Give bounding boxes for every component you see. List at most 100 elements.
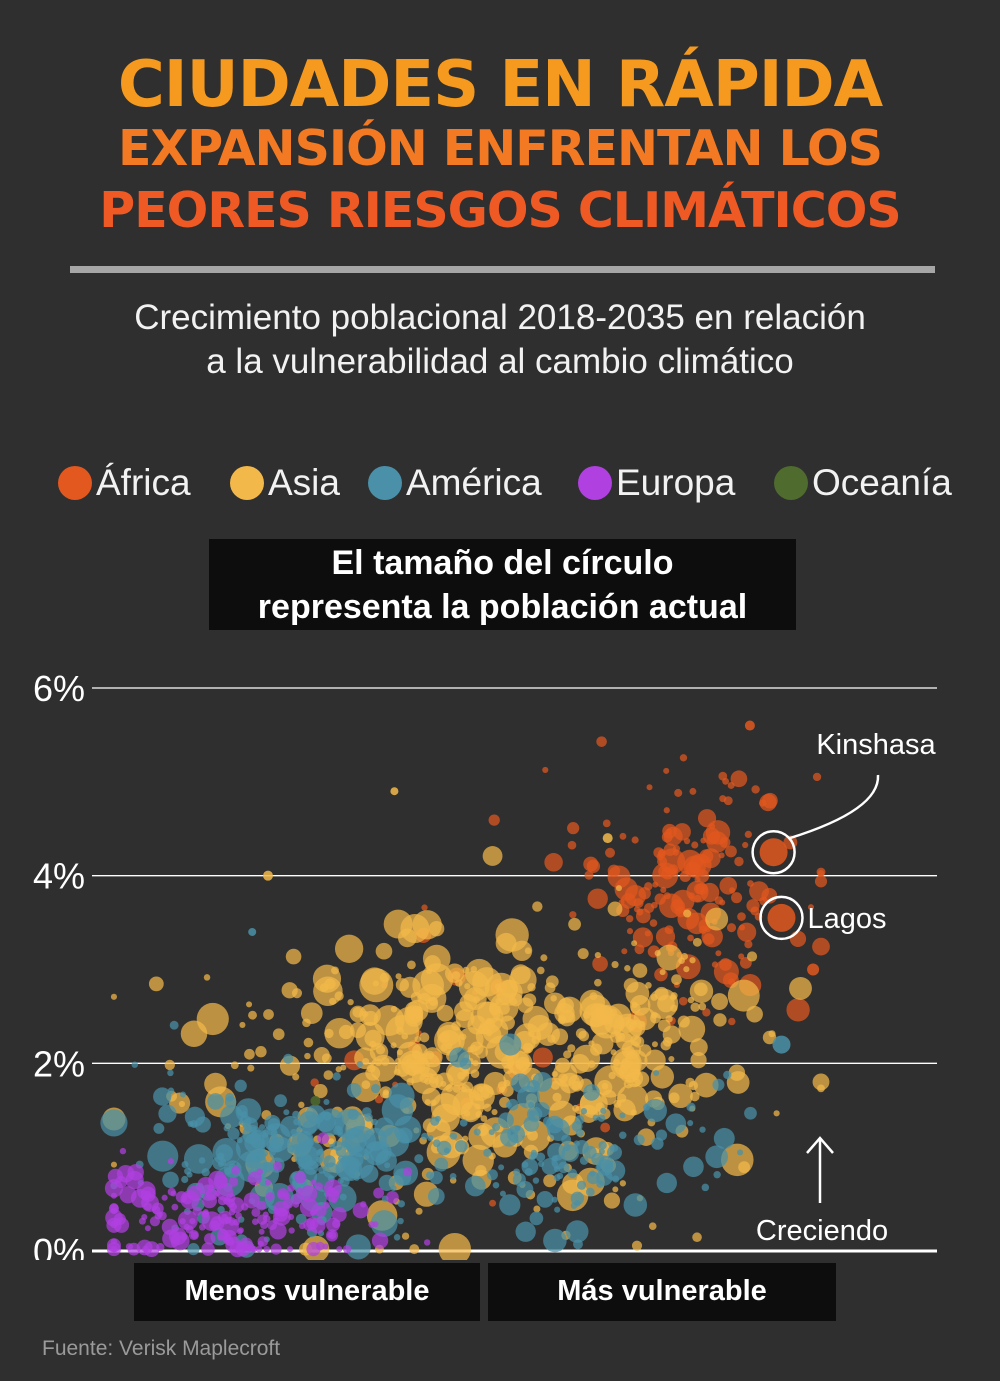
point-europa [373,1187,385,1199]
point-africa [702,1008,711,1017]
point-asia [746,951,758,962]
point-asia [631,1240,643,1251]
point-asia [692,1232,702,1243]
point-europa [161,1218,178,1235]
point-asia [713,1013,727,1027]
subtitle-line-2: a la vulnerabilidad al cambio climático [206,342,794,381]
point-asia [469,1041,484,1056]
point-asia [671,974,682,985]
legend-label-asia: Asia [268,462,340,503]
point-america [527,1079,540,1093]
point-africa [567,822,580,835]
point-america [712,1078,725,1091]
point-asia [410,991,422,1003]
point-africa [592,955,608,972]
point-america [397,1200,405,1208]
point-africa [759,799,767,807]
point-asia [323,1070,334,1080]
point-asia [665,1015,673,1023]
point-america [181,1175,189,1184]
point-asia [164,1059,175,1071]
point-asia [683,966,690,973]
point-europa [201,1242,215,1256]
point-africa [310,1078,319,1087]
point-america [699,1126,706,1133]
point-africa [688,892,696,899]
point-asia [497,1002,510,1015]
point-america [371,1118,378,1126]
point-europa [255,1245,263,1253]
point-america [529,1211,544,1226]
point-europa [292,1193,304,1204]
point-america [347,1151,364,1168]
point-asia [409,1244,420,1255]
point-asia [500,1015,515,1030]
point-asia [668,1056,675,1063]
point-america [499,1033,522,1056]
point-america [623,1193,648,1217]
size-note-line-2: representa la población actual [257,588,748,626]
point-asia [662,1037,673,1047]
point-africa [663,807,670,814]
point-europa [144,1225,151,1232]
point-europa [167,1158,175,1165]
point-america [459,1118,468,1127]
point-africa [714,896,724,905]
point-america [283,1109,290,1116]
point-africa [679,754,688,762]
point-america [536,1152,546,1162]
point-america [153,1087,172,1106]
point-africa [685,861,700,876]
lagos-label: Lagos [808,903,887,935]
point-america [339,1176,350,1187]
point-asia [510,964,531,985]
point-america [370,1083,381,1094]
point-america [449,1132,458,1140]
point-asia [372,980,379,987]
point-europa [179,1218,186,1225]
point-asia [313,1047,330,1064]
point-asia [547,1034,556,1043]
point-africa [638,887,651,900]
point-africa [679,870,691,883]
point-asia [572,1104,580,1112]
point-asia [407,960,416,970]
point-america [655,1129,668,1141]
point-africa [694,883,705,895]
point-africa [812,937,830,956]
point-asia [426,1072,434,1080]
point-america [486,1169,498,1181]
point-europa [161,1194,168,1201]
point-asia [401,1032,409,1040]
title-divider [70,266,935,273]
point-america [586,1171,600,1185]
point-asia [303,1037,314,1048]
point-europa [247,1171,262,1186]
point-america [322,1162,340,1179]
point-africa [660,886,667,894]
point-asia [594,978,602,987]
point-asia [690,1052,707,1069]
point-africa [596,736,607,747]
point-asia [148,976,164,992]
point-asia [415,1207,423,1215]
point-europa [104,1179,124,1198]
point-europa [251,1245,258,1253]
point-america [571,1121,583,1132]
point-asia [705,907,729,931]
point-asia [631,1001,638,1009]
point-europa [263,1245,270,1253]
point-europa [282,1198,294,1209]
point-europa [292,1201,300,1208]
point-america [414,1154,424,1164]
point-africa [621,948,628,955]
point-asia [536,966,545,975]
point-africa [683,837,691,845]
point-america [397,1217,404,1225]
point-africa [569,911,577,919]
point-america [772,1035,791,1054]
point-america [532,1177,540,1184]
point-europa [188,1230,199,1241]
point-america [364,1113,373,1122]
point-europa [233,1218,240,1226]
